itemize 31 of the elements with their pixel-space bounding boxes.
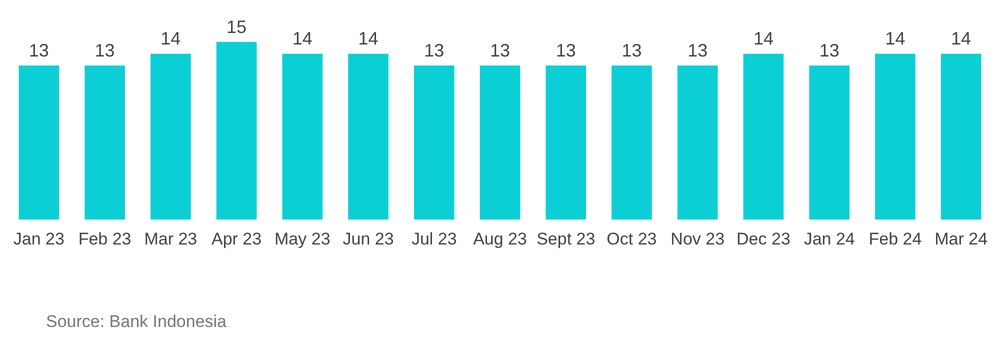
x-tick-label: Mar 24 [934, 229, 988, 248]
data-label: 13 [424, 40, 444, 61]
data-label: 13 [490, 40, 510, 61]
x-tick-label: Sept 23 [536, 229, 596, 248]
x-tick-label: Aug 23 [473, 229, 527, 248]
x-tick-label: Feb 23 [78, 229, 132, 248]
data-label: 13 [94, 40, 115, 61]
x-tick-label: May 23 [274, 229, 330, 248]
data-label: 13 [819, 40, 840, 61]
x-tick-label: Feb 24 [868, 229, 922, 248]
x-tick-label: Nov 23 [670, 229, 725, 248]
data-label: 14 [951, 28, 972, 49]
data-label: 14 [885, 28, 906, 49]
x-tick-label: Apr 23 [211, 229, 262, 248]
data-label: 13 [688, 40, 708, 61]
x-tick-label: Jan 24 [804, 229, 855, 248]
data-label: 14 [292, 28, 312, 49]
x-tick-label: Jan 23 [13, 229, 64, 248]
data-label: 14 [160, 28, 181, 49]
x-tick-label: Jul 23 [411, 229, 457, 248]
data-label: 14 [753, 28, 774, 49]
x-tick-label: Jun 23 [342, 229, 394, 248]
x-tick-label: Dec 23 [736, 229, 790, 248]
data-label: 14 [358, 28, 378, 49]
x-tick-label: Mar 23 [144, 229, 198, 248]
data-label: 15 [226, 16, 247, 37]
source-note: Source: Bank Indonesia [46, 312, 227, 332]
data-label: 13 [556, 40, 576, 61]
x-tick-label: Oct 23 [606, 229, 657, 248]
data-label: 13 [622, 40, 642, 61]
data-label: 13 [28, 40, 49, 61]
